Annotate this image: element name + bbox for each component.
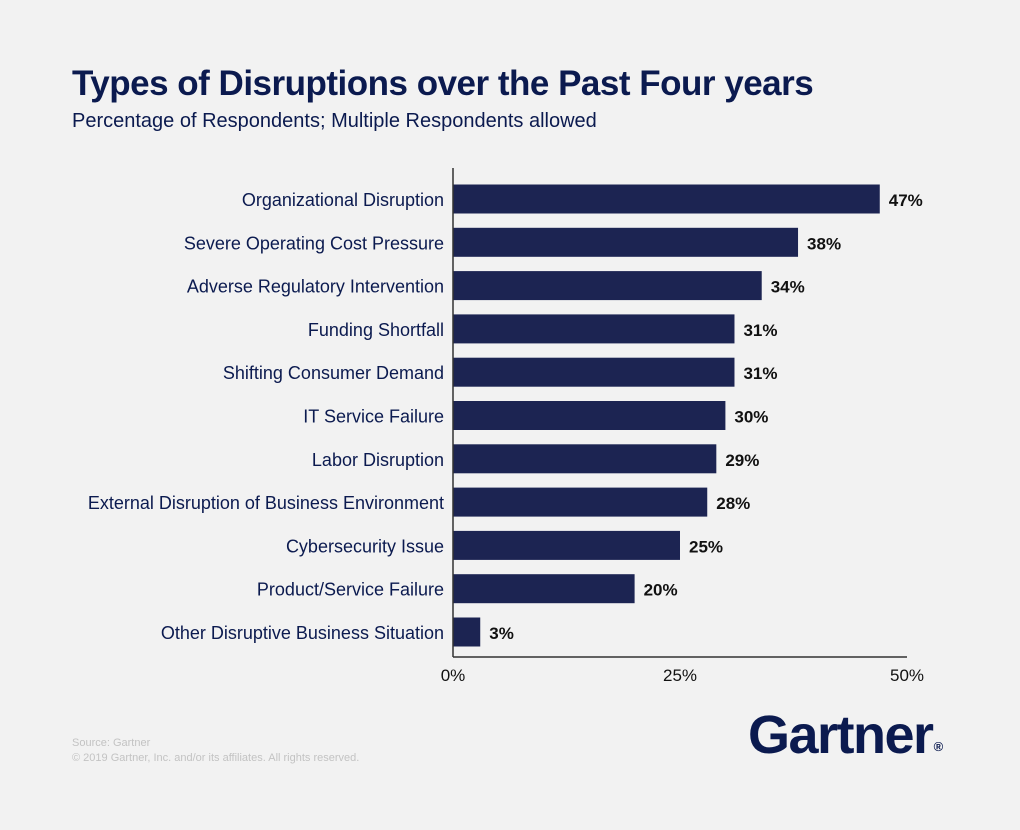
value-label: 38% [807, 234, 841, 253]
value-label: 25% [689, 537, 723, 556]
footer: Source: Gartner © 2019 Gartner, Inc. and… [72, 736, 359, 766]
category-label: Product/Service Failure [257, 580, 444, 600]
value-label: 30% [734, 408, 768, 427]
category-label: IT Service Failure [303, 407, 444, 427]
bar [453, 530, 680, 560]
category-label: Labor Disruption [312, 450, 444, 470]
value-label: 31% [743, 321, 777, 340]
chart-subtitle: Percentage of Respondents; Multiple Resp… [72, 110, 597, 132]
bar [453, 357, 735, 387]
category-label: Organizational Disruption [242, 190, 444, 210]
bar [453, 444, 717, 474]
logo-registered-mark: ® [933, 739, 944, 754]
category-label: Adverse Regulatory Intervention [187, 277, 444, 297]
category-label: Other Disruptive Business Situation [161, 623, 444, 643]
bar [453, 314, 735, 344]
chart-title: Types of Disruptions over the Past Four … [72, 64, 814, 103]
value-label: 28% [716, 494, 750, 513]
bar [453, 487, 708, 517]
bar [453, 574, 635, 604]
logo-text: Gartner [748, 705, 934, 765]
category-label: Shifting Consumer Demand [223, 363, 444, 383]
x-tick-label: 25% [663, 666, 697, 685]
value-label: 3% [489, 624, 514, 643]
value-label: 20% [644, 581, 678, 600]
bar [453, 617, 481, 647]
gartner-logo: Gartner® [748, 704, 943, 766]
bar [453, 227, 799, 257]
bar [453, 271, 762, 301]
x-tick-label: 50% [890, 666, 924, 685]
bar [453, 401, 726, 430]
copyright-text: © 2019 Gartner, Inc. and/or its affiliat… [72, 752, 360, 764]
value-label: 29% [725, 451, 759, 470]
value-label: 31% [743, 364, 777, 383]
category-label: Severe Operating Cost Pressure [184, 233, 444, 253]
category-label: Cybersecurity Issue [286, 536, 444, 556]
category-label: External Disruption of Business Environm… [88, 493, 444, 513]
source-text: Source: Gartner [72, 737, 151, 749]
value-label: 34% [771, 278, 805, 297]
category-label: Funding Shortfall [308, 320, 444, 340]
bar [453, 184, 880, 214]
value-label: 47% [889, 191, 923, 210]
x-tick-label: 0% [441, 666, 466, 685]
